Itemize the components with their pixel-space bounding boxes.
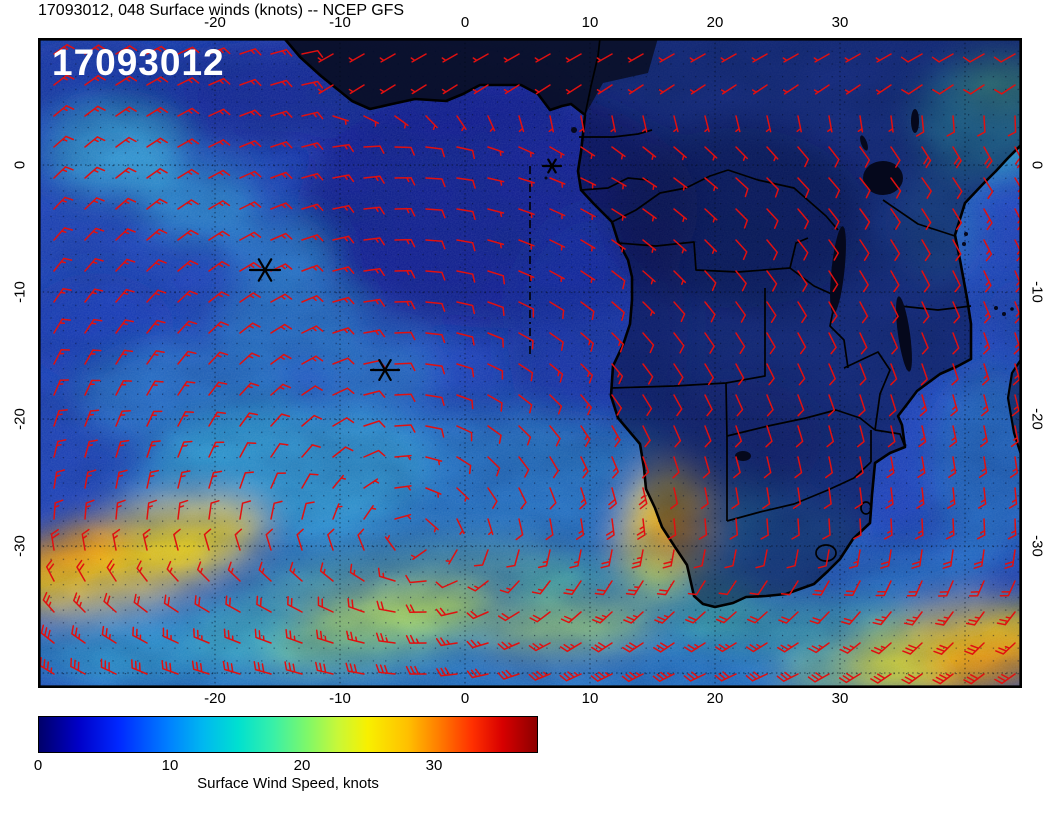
x-tick-top-2: 0 [460, 14, 470, 31]
y-tick-left-1: -10 [11, 281, 29, 303]
wind-barbs [39, 43, 1024, 685]
x-tick-bottom-3: 10 [581, 690, 599, 707]
plot-title: 17093012, 048 Surface winds (knots) -- N… [38, 2, 405, 19]
y-tick-left-2: -20 [11, 408, 29, 430]
x-tick-bottom-1: -10 [329, 690, 351, 707]
islands [544, 127, 1014, 316]
colorbar-tick-2: 20 [293, 757, 311, 774]
y-tick-right-1: -10 [1028, 281, 1046, 303]
x-tick-top-0: -20 [204, 14, 226, 31]
x-tick-bottom-0: -20 [204, 690, 226, 707]
station-markers [248, 158, 563, 381]
fine-graticule-dots [38, 38, 1022, 688]
lakes [735, 109, 919, 461]
x-tick-bottom-5: 30 [831, 690, 849, 707]
colorbar-tick-0: 0 [33, 757, 43, 774]
y-tick-right-3: -30 [1028, 535, 1046, 557]
y-tick-right-2: -20 [1028, 408, 1046, 430]
x-tick-top-1: -10 [329, 14, 351, 31]
colorbar [38, 716, 538, 753]
x-tick-top-3: 10 [581, 14, 599, 31]
map-frame [37, 37, 1023, 689]
colorbar-tick-1: 10 [161, 757, 179, 774]
y-tick-left-3: -30 [11, 535, 29, 557]
map-panel: 17093012 [0, 36, 1056, 718]
graticule-lines [38, 38, 1022, 688]
y-tick-right-0: 0 [1028, 160, 1046, 170]
y-tick-left-0: 0 [11, 160, 29, 170]
wind-map [0, 36, 1056, 718]
africa-coastline [282, 36, 1024, 609]
run-timestamp-overlay: 17093012 [52, 42, 225, 83]
x-tick-top-4: 20 [706, 14, 724, 31]
x-tick-top-5: 30 [831, 14, 849, 31]
x-tick-bottom-4: 20 [706, 690, 724, 707]
x-tick-bottom-2: 0 [460, 690, 470, 707]
colorbar-label: Surface Wind Speed, knots [197, 775, 379, 792]
colorbar-tick-3: 30 [425, 757, 443, 774]
